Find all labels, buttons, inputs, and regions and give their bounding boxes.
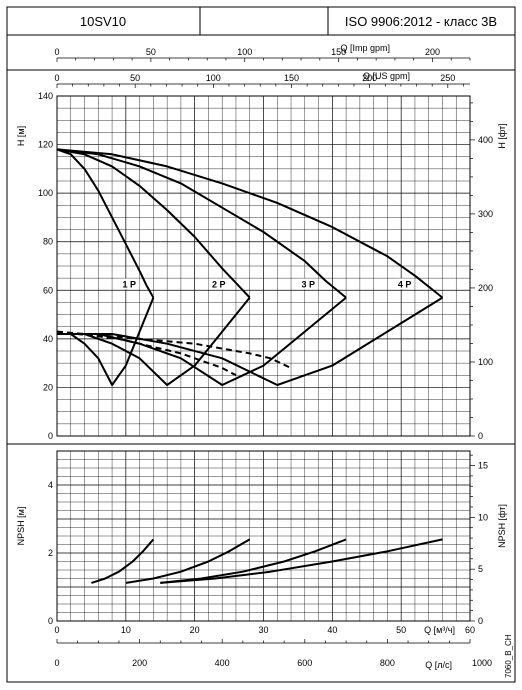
curve-label-bg xyxy=(298,278,319,290)
right-axis-label: H [фт] xyxy=(497,123,507,148)
x-axis-tick-label: 30 xyxy=(258,625,268,635)
ls-axis-tick-label: 600 xyxy=(297,658,312,668)
curve-label: 3 P xyxy=(301,279,315,289)
dashed-curve xyxy=(56,330,292,369)
right-axis-tick-label: 5 xyxy=(478,564,483,574)
right-axis-tick-label: 100 xyxy=(478,357,493,367)
right-axis-tick-label: 200 xyxy=(478,283,493,293)
left-axis-tick-label: 40 xyxy=(43,334,53,344)
efficiency-curve xyxy=(57,296,347,386)
top-axis-tick-label: 100 xyxy=(237,47,252,57)
ls-axis-tick-label: 200 xyxy=(132,658,147,668)
top-axis-unit: Q [Imp gpm] xyxy=(340,43,390,53)
npsh-curve xyxy=(91,538,155,584)
ls-axis-label: Q [л/с] xyxy=(425,660,452,670)
left-axis-label: NPSH [м] xyxy=(16,507,26,546)
model-name: 10SV10 xyxy=(80,14,126,29)
x-axis-end-label: 60 xyxy=(465,625,475,635)
top-axis-tick-label: 250 xyxy=(440,73,455,83)
left-axis-tick-label: 0 xyxy=(48,616,53,626)
x-axis-tick-label: 40 xyxy=(327,625,337,635)
curve-label-bg xyxy=(119,278,140,290)
left-axis-tick-label: 120 xyxy=(38,140,53,150)
ls-axis-tick-label: 0 xyxy=(54,658,59,668)
left-axis-tick-label: 20 xyxy=(43,382,53,392)
x-axis-tick-label: 50 xyxy=(396,625,406,635)
left-axis-tick-label: 0 xyxy=(48,431,53,441)
head-plot-frame xyxy=(56,95,471,437)
right-axis-tick-label: 0 xyxy=(478,431,483,441)
ls-axis-tick-label: 400 xyxy=(215,658,230,668)
top-axis-tick-label: 200 xyxy=(362,73,377,83)
top-axis-tick-label: 0 xyxy=(54,47,59,57)
right-axis-label: NPSH [фт] xyxy=(497,504,507,548)
x-axis-tick-label: 20 xyxy=(190,625,200,635)
curve-label: 1 P xyxy=(123,279,137,289)
right-axis-tick-label: 0 xyxy=(478,616,483,626)
standard-label: ISO 9906:2012 - класс 3B xyxy=(345,14,497,29)
head-curve-1p xyxy=(56,148,155,299)
left-axis-tick-label: 4 xyxy=(48,480,53,490)
curve-label-bg xyxy=(208,278,229,290)
right-axis-tick-label: 15 xyxy=(478,461,488,471)
dashed-curve xyxy=(56,330,237,377)
left-axis-tick-label: 60 xyxy=(43,285,53,295)
top-axis-tick-label: 50 xyxy=(146,47,156,57)
curve-label-bg xyxy=(394,278,415,290)
left-axis-label: H [м] xyxy=(16,126,26,146)
efficiency-curve xyxy=(57,296,444,386)
top-axis-tick-label: 100 xyxy=(206,73,221,83)
top-axis-tick-label: 200 xyxy=(425,47,440,57)
drawing-code: 7060_B_CH xyxy=(504,634,513,678)
x-axis-tick-label: 10 xyxy=(121,625,131,635)
npsh-curve xyxy=(160,538,443,584)
left-axis-tick-label: 80 xyxy=(43,237,53,247)
npsh-curve xyxy=(160,538,347,584)
top-axis-unit: Q [US gpm] xyxy=(363,71,410,81)
efficiency-curve xyxy=(57,297,155,386)
npsh-plot-frame xyxy=(56,450,471,622)
right-axis-tick-label: 400 xyxy=(478,135,493,145)
outer-frame xyxy=(6,6,516,683)
top-axis-tick-label: 150 xyxy=(331,47,346,57)
curve-label: 2 P xyxy=(212,279,226,289)
x-axis-tick-label: 0 xyxy=(54,625,59,635)
top-axis-tick-label: 50 xyxy=(130,73,140,83)
npsh-curve xyxy=(125,538,251,584)
head-curve-4p xyxy=(56,148,444,299)
left-axis-tick-label: 100 xyxy=(38,188,53,198)
npsh-chart: 0 2 4 NPSH [м] 0 5 10 15 NPSH [фт] 0 10 20 30 40 50 60 Q… xyxy=(7,443,515,670)
top-axis-tick-label: 150 xyxy=(284,73,299,83)
ls-axis-tick-label: 800 xyxy=(380,658,395,668)
right-axis-tick-label: 10 xyxy=(478,512,488,522)
right-axis-tick-label: 300 xyxy=(478,209,493,219)
curve-label: 4 P xyxy=(398,279,412,289)
left-axis-tick-label: 140 xyxy=(38,91,53,101)
left-axis-tick-label: 2 xyxy=(48,548,53,558)
head-curve-2p xyxy=(56,148,251,299)
head-curve-3p xyxy=(56,148,347,299)
top-axis-tick-label: 0 xyxy=(54,73,59,83)
x-axis-label: Q [м³/ч] xyxy=(424,625,455,635)
ls-axis-tick-label: 1000 xyxy=(472,658,492,668)
